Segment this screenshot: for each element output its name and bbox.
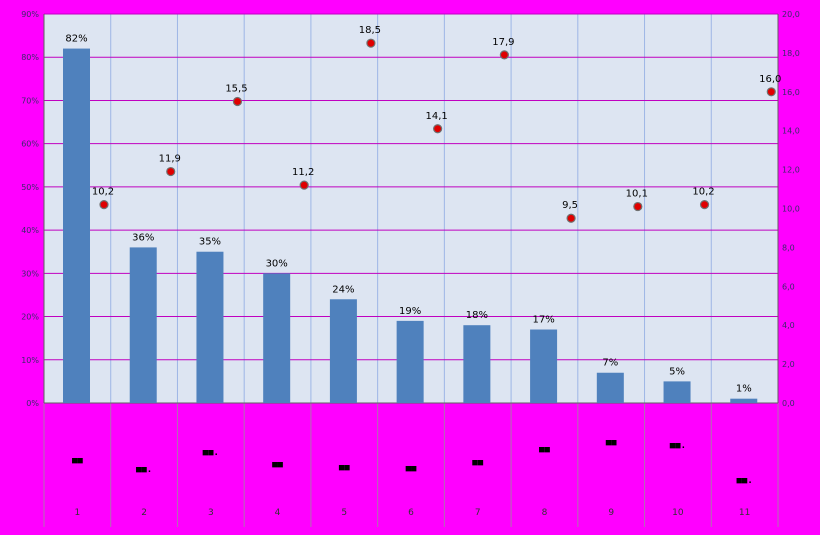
y-left-tick-label: 50% [21,183,39,192]
bar-value-label: 36% [132,232,154,243]
point [766,87,776,97]
bar [129,247,157,403]
category-glyph: ■■ [72,456,83,466]
y-right-tick-label: 8,0 [782,243,795,252]
category-glyph: ■■. [737,476,753,486]
y-left-tick-label: 30% [21,269,39,278]
point [299,180,309,190]
category-glyph: ■■. [203,448,219,458]
bar [329,299,357,403]
x-tick-label: 6 [408,508,414,518]
point-value-label: 10,1 [626,189,648,200]
bar-value-label: 24% [332,284,354,295]
y-left-tick-label: 20% [21,313,39,322]
bar-value-label: 19% [399,306,421,317]
bar-value-label: 1% [736,384,752,395]
point [166,166,176,177]
category-glyph: ■■. [136,465,152,475]
bar [463,325,491,403]
y-right-tick-label: 10,0 [782,205,800,214]
point-value-label: 14,1 [426,111,448,122]
y-left-tick-label: 90% [21,10,39,19]
bar [396,320,424,403]
y-right-tick-label: 16,0 [782,88,800,97]
bar-value-label: 5% [669,366,685,377]
y-left-tick-label: 40% [21,226,39,235]
x-tick-label: 4 [275,508,281,518]
y-right-tick-label: 2,0 [782,360,795,369]
bar-value-label: 7% [602,358,618,369]
point [433,124,443,134]
bar [63,48,90,403]
category-glyph: ■■ [606,438,617,448]
y-right-tick-label: 18,0 [782,49,800,58]
category-glyph: ■■ [339,463,350,473]
point [499,50,509,60]
bar [663,381,691,403]
bar-value-label: 82% [65,34,87,45]
point-value-label: 11,9 [159,154,181,165]
y-left-tick-label: 10% [21,356,39,365]
y-right-tick-label: 14,0 [782,127,800,136]
point [699,200,710,210]
point-value-label: 10,2 [692,187,714,198]
bar-value-label: 30% [266,258,288,269]
y-right-tick-label: 6,0 [782,282,795,291]
point-value-label: 15,5 [225,84,247,95]
x-tick-label: 10 [672,508,684,518]
category-glyph: ■■ [539,445,550,455]
point-value-label: 18,5 [359,25,381,36]
x-tick-label: 1 [74,508,80,518]
category-glyph: ■■ [472,458,483,468]
bar-value-label: 17% [532,315,554,326]
category-glyph: ■■ [406,464,417,474]
point-value-label: 10,2 [92,187,114,198]
point [232,96,243,107]
point-value-label: 11,2 [292,167,314,178]
y-left-tick-label: 70% [21,96,39,105]
bar [730,398,758,403]
y-left-tick-label: 60% [21,140,39,149]
y-left-tick-label: 0% [26,399,39,408]
bar [263,273,291,403]
x-tick-label: 2 [141,508,147,518]
category-glyph: ■■. [670,441,686,451]
x-tick-label: 8 [542,508,548,518]
y-right-tick-label: 0,0 [782,399,795,408]
x-tick-label: 11 [739,508,750,518]
x-tick-label: 9 [608,508,614,518]
y-right-tick-label: 4,0 [782,321,795,330]
point-value-label: 16,0 [759,74,781,85]
bar [196,251,224,403]
bar-value-label: 18% [466,310,488,321]
point-value-label: 9,5 [562,200,578,211]
category-glyph: ■■ [272,460,283,470]
y-right-tick-label: 20,0 [782,10,800,19]
bar [596,372,624,403]
x-tick-label: 3 [208,508,214,518]
point-value-label: 17,9 [492,37,514,48]
point [366,38,376,48]
y-left-tick-label: 80% [21,53,39,62]
point [99,200,109,210]
x-tick-label: 7 [475,508,481,518]
bar [530,329,558,403]
point [633,201,643,212]
y-right-tick-label: 12,0 [782,166,800,175]
x-tick-label: 5 [341,508,347,518]
bar-value-label: 35% [199,237,221,248]
point [566,213,576,223]
